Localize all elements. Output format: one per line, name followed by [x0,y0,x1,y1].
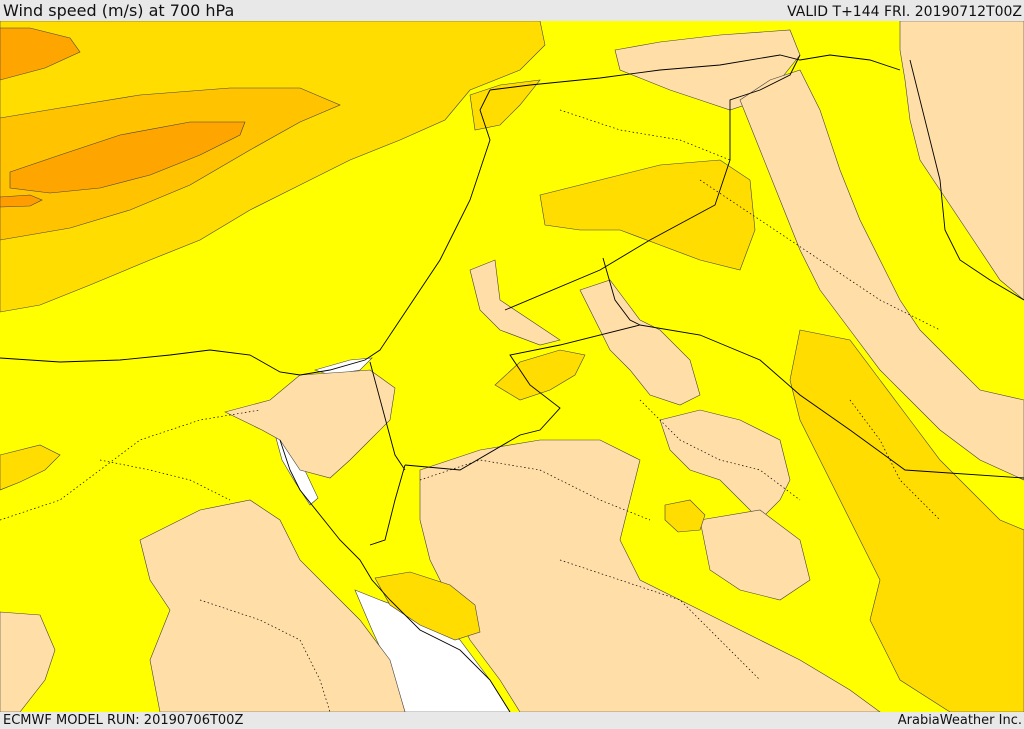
wind-band-gold-red-sea [374,571,481,641]
wind-band-peach-africa-west [0,611,56,712]
map-footer: ECMWF MODEL RUN: 20190706T00Z ArabiaWeat… [0,712,1024,729]
wind-band-peach-south-arabia [699,509,811,601]
model-run-label: ECMWF MODEL RUN: 20190706T00Z [3,713,244,728]
wind-band-gold-syria [469,79,541,131]
wind-band-orange-core [9,121,246,194]
wind-band-peach-central [659,409,791,521]
wind-band-peach-egypt [139,499,406,712]
valid-time-label: VALID T+144 FRI. 20190712T00Z [787,4,1022,20]
wind-band-orange-west [0,194,43,208]
map-title: Wind speed (m/s) at 700 hPa [3,1,235,20]
wind-band-gold-gulf [789,329,1024,712]
wind-speed-map-canvas [0,21,1024,712]
wind-band-peach-iraq-west [579,279,701,406]
wind-band-gold-jordan [494,349,586,401]
internal-boundaries [0,109,941,712]
wind-speed-map [0,21,1024,712]
credit-label: ArabiaWeather Inc. [897,713,1022,728]
wind-band-peach-northeast [899,21,1024,301]
wind-band-gold-iraq [539,159,756,271]
wind-band-gold-west [0,444,61,491]
wind-band-gold-saudi [664,499,706,533]
wind-band-peach-jordan [469,259,561,346]
wind-band-peach-iran [739,69,1024,481]
wind-band-gold-north [0,21,546,313]
wind-band-peach-sinai [224,369,396,479]
coastlines-and-borders [0,54,1024,712]
map-header: Wind speed (m/s) at 700 hPa VALID T+144 … [0,0,1024,21]
wind-band-orange-nw [0,27,81,81]
